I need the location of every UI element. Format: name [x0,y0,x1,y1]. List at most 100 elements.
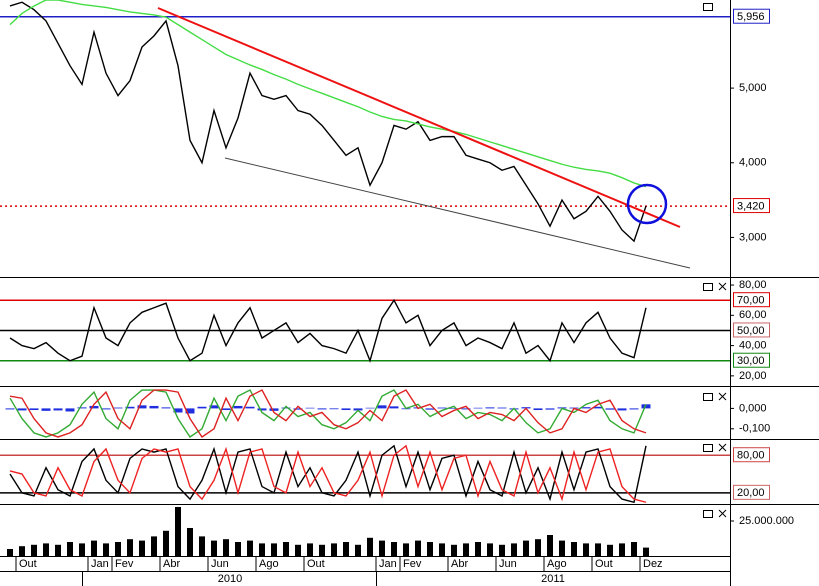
y-tick-label: 3,000 [739,231,767,243]
panel-icons [703,3,727,518]
x-tick-label: Out [307,558,325,570]
bar [163,530,169,556]
bar [581,407,591,409]
x-tick-label: Jun [499,558,517,570]
series-line [9,389,647,438]
bar [197,406,207,409]
level-label-box [733,8,770,24]
bar [571,541,577,556]
bar [593,406,603,409]
bar [89,405,99,409]
bar [535,539,541,556]
y-tick-label: 25.000.000 [739,515,794,527]
bar [187,527,193,556]
bar [41,408,51,411]
bar [451,544,457,556]
bar [151,536,157,556]
bar [341,408,351,411]
y-tick-label: 40,00 [739,339,767,351]
bar [415,540,421,556]
bar [103,543,109,556]
bar [319,544,325,556]
bar [583,543,589,556]
bar [233,405,243,409]
bar [53,408,63,411]
bar [461,408,471,410]
bar [617,408,627,411]
bar [403,543,409,556]
bar [523,540,529,556]
x-tick-label: Jun [211,558,229,570]
x-tick-label: Abr [163,558,180,570]
level-label: 80,00 [737,450,765,462]
bar [137,405,147,409]
bar [115,541,121,556]
bar [161,407,171,409]
x-tick-label: Out [19,558,37,570]
bar [305,407,315,409]
bar [547,534,553,556]
level-label: 20,00 [737,487,765,499]
bar [17,408,27,411]
bar [19,546,25,556]
bar [43,543,49,556]
bar [355,544,361,556]
bar [511,543,517,556]
bar [211,540,217,556]
bar [55,544,61,556]
level-label: 70,00 [737,295,765,307]
x-tick-label: Out [595,558,613,570]
level-label-box [733,352,770,368]
bar [79,543,85,556]
bar [473,407,483,409]
bar [533,408,543,411]
bar [235,541,241,556]
panel [0,298,730,363]
y-tick-label: 20,00 [739,370,767,382]
x-tick-label: Fev [403,558,422,570]
level-label: 50,00 [737,325,765,337]
bar [475,541,481,556]
bar [377,405,387,409]
bar [125,406,135,409]
bar [271,543,277,556]
bar [463,543,469,556]
x-tick-label: Fev [115,558,134,570]
bar [67,541,73,556]
x-tick-label: Ago [259,558,279,570]
y-tick-label: 60,00 [739,309,767,321]
bar [139,540,145,556]
bar [5,408,15,410]
x-group-label: 2011 [541,573,565,585]
series-line [9,444,647,504]
x-tick-label: Ago [547,558,567,570]
bar [247,540,253,556]
bar [485,407,495,409]
series-line [9,389,647,438]
bar [199,536,205,556]
bar [559,540,565,556]
y-tick-label: 80,00 [739,279,767,291]
x-group-label: 2010 [218,573,242,585]
bar [437,407,447,409]
bar [331,543,337,556]
level-label-box [733,292,770,308]
bar [223,539,229,556]
level-label: 30,00 [737,355,765,367]
series-line [9,1,647,243]
bar [185,408,195,414]
bar [127,539,133,556]
bar [31,544,37,556]
bar [497,407,507,409]
bar [427,541,433,556]
trendline-support [224,157,691,269]
bar [329,408,339,410]
bar [221,408,231,411]
bar [7,548,13,556]
bar [343,541,349,556]
y-tick-label: 4,000 [739,157,767,169]
bar [65,408,75,412]
bar [607,544,613,556]
